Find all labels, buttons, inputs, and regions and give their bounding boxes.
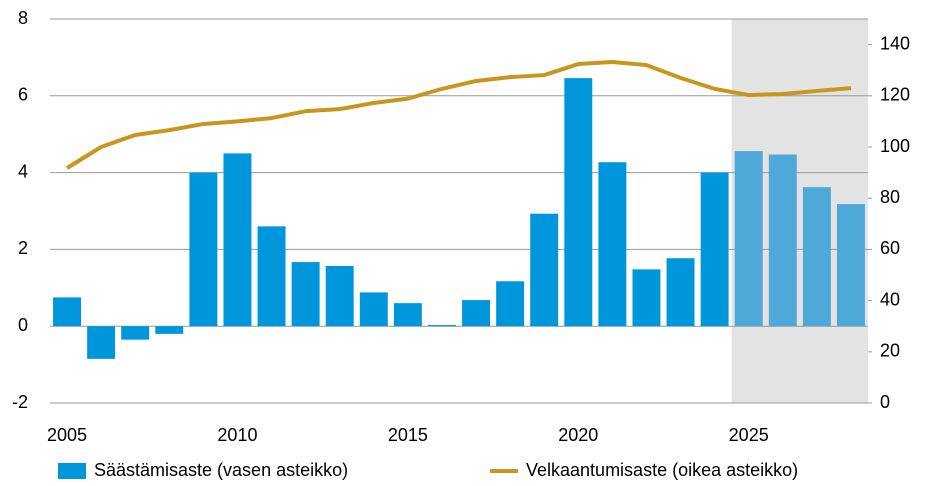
bar xyxy=(121,326,150,340)
y2-tick-label: 100 xyxy=(880,136,910,156)
bar xyxy=(223,153,252,327)
bar xyxy=(598,162,627,327)
y-tick-label: -2 xyxy=(12,392,28,412)
y2-tick-label: 140 xyxy=(880,33,910,53)
y-tick-label: 0 xyxy=(18,315,28,335)
bar xyxy=(257,226,286,327)
bar xyxy=(291,262,320,327)
bar xyxy=(666,258,695,327)
x-tick-label: 2020 xyxy=(558,425,598,445)
bar xyxy=(564,78,593,327)
bar xyxy=(325,265,354,327)
bar xyxy=(530,213,559,327)
y2-tick-label: 20 xyxy=(880,341,900,361)
bar xyxy=(53,297,82,327)
y2-tick-label: 40 xyxy=(880,289,900,309)
x-tick-label: 2015 xyxy=(388,425,428,445)
bar xyxy=(632,269,661,327)
bar xyxy=(189,172,218,327)
x-tick-label: 2005 xyxy=(47,425,87,445)
bar xyxy=(359,292,388,327)
x-tick-label: 2025 xyxy=(729,425,769,445)
y2-tick-label: 120 xyxy=(880,85,910,105)
bar xyxy=(700,172,729,327)
bar xyxy=(462,300,491,327)
x-tick-label: 2010 xyxy=(217,425,257,445)
y2-tick-label: 80 xyxy=(880,187,900,207)
y2-tick-label: 60 xyxy=(880,238,900,258)
legend-label: Velkaantumisaste (oikea asteikko) xyxy=(526,460,798,480)
bar xyxy=(836,204,865,327)
y2-tick-label: 0 xyxy=(880,392,890,412)
bar xyxy=(427,325,456,327)
y-tick-label: 4 xyxy=(18,161,28,181)
bar xyxy=(87,326,116,359)
bar xyxy=(768,154,797,327)
legend-label: Säästämisaste (vasen asteikko) xyxy=(94,460,348,480)
y-tick-label: 2 xyxy=(18,238,28,258)
bar xyxy=(155,326,184,334)
bar xyxy=(734,151,763,327)
bar xyxy=(802,187,831,327)
legend-swatch xyxy=(58,463,86,479)
bar xyxy=(393,303,422,327)
y-tick-label: 8 xyxy=(18,8,28,28)
bar xyxy=(496,281,525,327)
y-tick-label: 6 xyxy=(18,85,28,105)
line xyxy=(65,60,852,170)
